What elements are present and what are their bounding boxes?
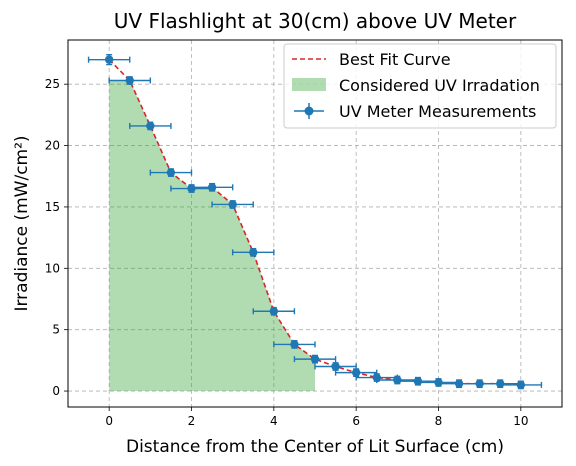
x-tick-label: 6 [352,414,360,428]
legend-errorbar-swatch-marker [304,106,314,116]
measurement-point [334,368,378,378]
measurement-marker [516,380,526,390]
legend-best-fit-label: Best Fit Curve [339,50,451,69]
measurement-marker [166,168,176,177]
x-tick-label: 4 [270,414,278,428]
y-tick-label: 0 [52,384,60,398]
chart-title: UV Flashlight at 30(cm) above UV Meter [114,9,517,33]
plot-frame [67,39,563,408]
measurement-marker [351,368,361,377]
measurement-point [499,380,543,390]
measurement-marker [269,307,279,316]
errorbar-layer [87,54,543,390]
y-tick-label: 20 [45,139,60,153]
measurement-point [231,247,275,257]
y-tick-label: 25 [45,77,60,91]
y-tick-label: 15 [45,200,60,214]
area-layer [109,80,316,392]
measurement-point [190,182,234,192]
measurement-point [293,354,337,364]
measurement-marker [249,248,258,257]
considered-uv-area [109,80,316,392]
y-axis-title: Irradiance (mW/cm²) [12,135,32,311]
measurement-point [252,306,296,316]
measurement-marker [104,55,114,64]
x-tick-label: 10 [513,414,528,428]
measurement-point [108,76,152,85]
measurement-marker [331,362,340,371]
measurement-marker [228,200,237,209]
x-tick-label: 0 [105,414,113,428]
measurement-marker [290,340,299,349]
measurement-point [273,340,316,349]
y-tick-label: 5 [52,323,60,337]
legend-errorbar-label: UV Meter Measurements [339,102,536,121]
measurement-point [129,121,172,131]
measurement-point [87,54,131,66]
axis-ticks: 0 2 4 6 8 10 0 5 10 15 20 25 [45,77,529,428]
legend-area-swatch [292,78,326,91]
grid [68,40,562,407]
measurement-point [211,200,254,209]
measurement-marker [125,76,134,85]
x-axis-title: Distance from the Center of Lit Surface … [126,437,504,457]
legend: Best Fit Curve Considered UV Irradation … [283,43,557,129]
legend-frame [283,43,557,129]
measurement-marker [207,183,217,192]
x-tick-label: 8 [435,414,443,428]
measurement-marker [146,121,155,131]
y-tick-label: 10 [45,261,60,275]
measurement-marker [310,354,320,364]
x-tick-label: 2 [188,414,196,428]
legend-area-label: Considered UV Irradation [339,76,540,95]
measurement-point [149,168,193,177]
